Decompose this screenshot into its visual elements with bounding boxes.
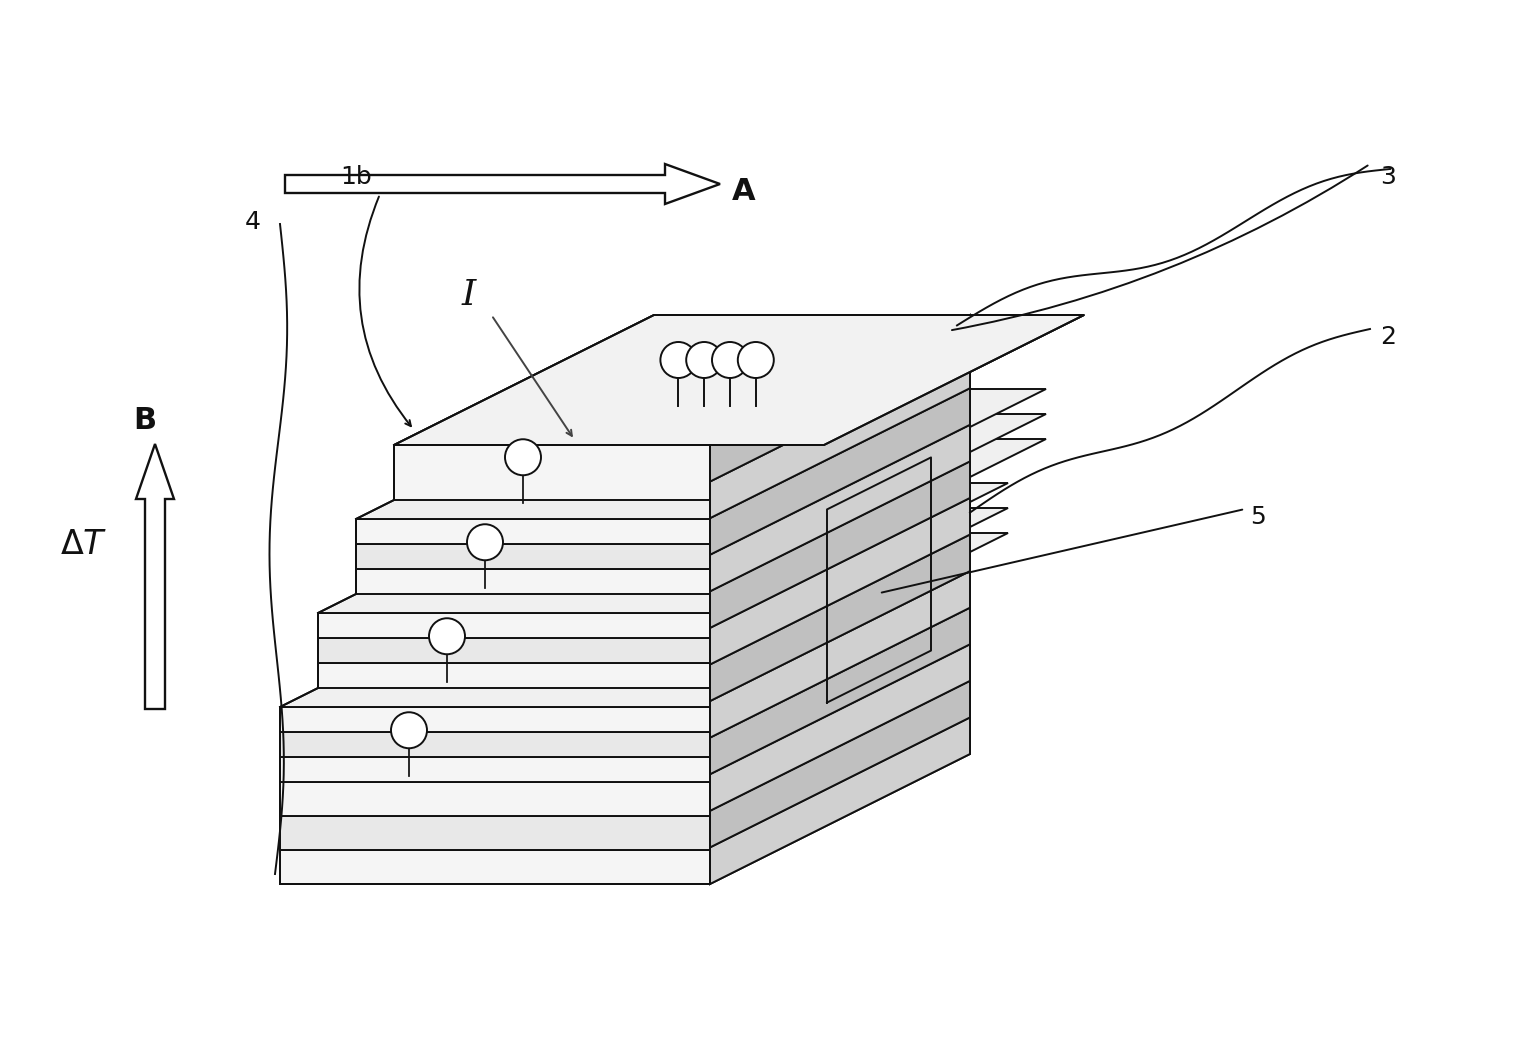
Circle shape (712, 342, 747, 378)
Polygon shape (711, 644, 970, 811)
Text: 2: 2 (1380, 325, 1397, 349)
Polygon shape (355, 519, 786, 544)
Circle shape (391, 712, 428, 748)
Circle shape (686, 342, 723, 378)
Polygon shape (355, 389, 1046, 519)
Polygon shape (711, 425, 970, 592)
Polygon shape (280, 652, 970, 782)
Polygon shape (711, 388, 970, 554)
Circle shape (429, 618, 464, 654)
Text: 5: 5 (1250, 505, 1266, 529)
Polygon shape (711, 315, 970, 482)
Polygon shape (394, 315, 1084, 445)
Polygon shape (280, 686, 970, 816)
Circle shape (468, 525, 503, 561)
Polygon shape (711, 351, 970, 518)
Polygon shape (280, 706, 711, 732)
Polygon shape (394, 315, 1084, 445)
Polygon shape (135, 444, 174, 709)
Polygon shape (355, 569, 786, 594)
Polygon shape (318, 508, 1007, 638)
Polygon shape (280, 782, 711, 816)
Polygon shape (711, 315, 970, 884)
Circle shape (738, 342, 774, 378)
Circle shape (660, 342, 697, 378)
Polygon shape (711, 608, 970, 775)
Polygon shape (318, 638, 747, 663)
Polygon shape (711, 534, 970, 701)
Polygon shape (355, 544, 786, 569)
Polygon shape (318, 663, 747, 688)
Text: 4: 4 (245, 210, 261, 234)
Polygon shape (280, 627, 970, 757)
Text: 1b: 1b (340, 165, 372, 189)
Text: A: A (732, 177, 755, 206)
Polygon shape (711, 571, 970, 737)
Text: 3: 3 (1380, 165, 1397, 189)
Polygon shape (355, 414, 1046, 544)
Circle shape (504, 439, 541, 476)
Polygon shape (280, 757, 711, 782)
Polygon shape (280, 577, 970, 706)
Text: $\Delta T$: $\Delta T$ (60, 528, 108, 561)
Polygon shape (285, 164, 720, 204)
Polygon shape (280, 720, 970, 850)
Polygon shape (280, 732, 711, 757)
Polygon shape (711, 681, 970, 847)
Polygon shape (355, 439, 1046, 569)
Polygon shape (394, 445, 824, 500)
Polygon shape (711, 498, 970, 665)
Polygon shape (318, 613, 747, 638)
Polygon shape (318, 483, 1007, 613)
Polygon shape (318, 533, 1007, 663)
Text: I: I (461, 278, 475, 312)
Polygon shape (711, 717, 970, 884)
Polygon shape (280, 850, 711, 884)
Polygon shape (280, 602, 970, 732)
Polygon shape (711, 462, 970, 628)
Polygon shape (280, 816, 711, 850)
Text: B: B (132, 406, 157, 435)
